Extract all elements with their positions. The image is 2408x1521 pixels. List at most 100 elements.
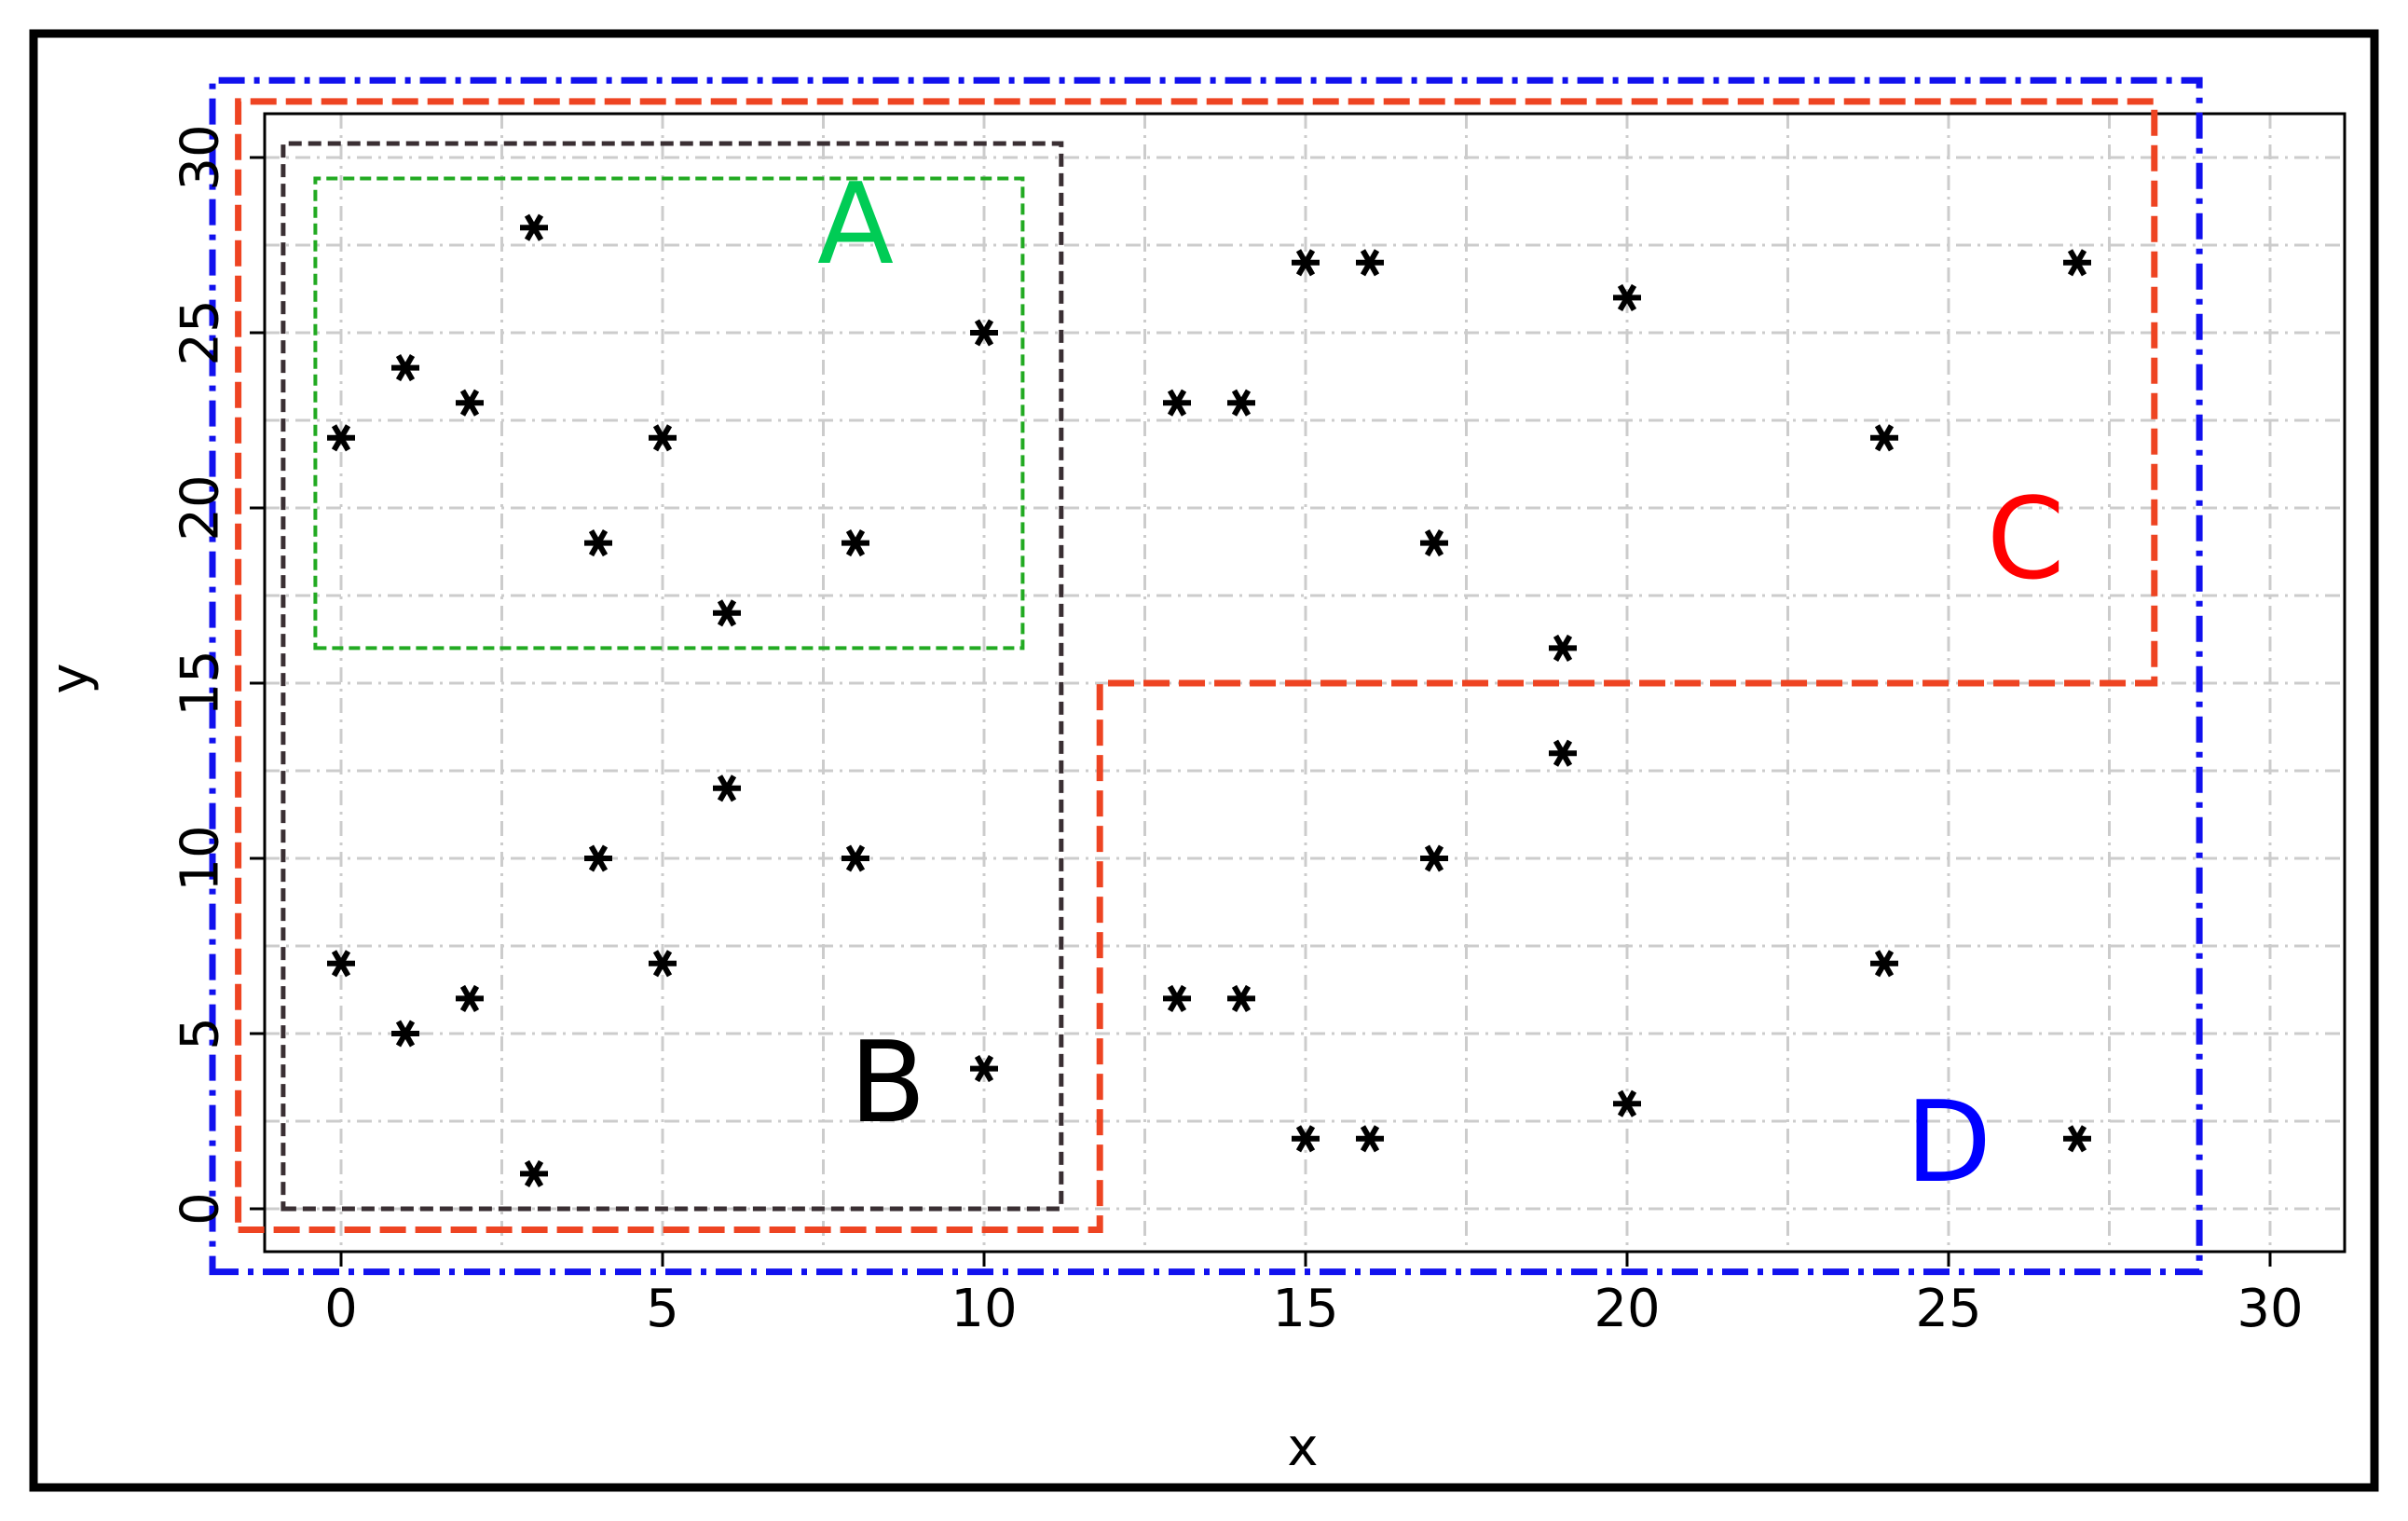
data-point-stroke xyxy=(1553,634,1573,662)
data-point-stroke xyxy=(331,950,351,978)
region-boundaries xyxy=(209,76,2203,1276)
data-point-stroke xyxy=(1424,844,1444,872)
y-tick-label: 5 xyxy=(171,1017,231,1050)
data-point xyxy=(391,354,419,382)
data-point-stroke xyxy=(331,424,351,452)
data-point xyxy=(1227,984,1255,1012)
data-point xyxy=(1549,739,1577,767)
x-tick-label: 10 xyxy=(951,1279,1017,1339)
y-tick-label: 30 xyxy=(171,124,231,190)
region-b-boundary xyxy=(280,141,1064,1212)
region-d-boundary xyxy=(209,76,2203,1276)
data-point xyxy=(327,424,355,452)
data-point-stroke xyxy=(1167,389,1187,417)
data-point-stroke xyxy=(717,599,737,627)
data-point-stroke xyxy=(1617,283,1637,311)
data-point-stroke xyxy=(1360,249,1380,277)
data-point-stroke xyxy=(1231,389,1252,417)
data-point xyxy=(649,424,677,452)
data-point-stroke xyxy=(974,1055,994,1083)
data-point-stroke xyxy=(588,844,609,872)
x-tick-label: 25 xyxy=(1915,1279,1981,1339)
data-point-stroke xyxy=(1167,984,1187,1012)
data-point-stroke xyxy=(1874,424,1895,452)
data-point xyxy=(970,1055,998,1083)
data-point xyxy=(1356,249,1384,277)
data-point-stroke xyxy=(652,424,673,452)
data-point xyxy=(1870,424,1898,452)
data-point xyxy=(1227,389,1255,417)
data-point xyxy=(1292,1125,1320,1153)
y-tick-label: 15 xyxy=(171,650,231,716)
data-point-stroke xyxy=(459,389,480,417)
data-point-stroke xyxy=(2067,1125,2087,1153)
data-point-stroke xyxy=(1617,1089,1637,1117)
data-point-stroke xyxy=(1360,1125,1380,1153)
data-point xyxy=(1356,1125,1384,1153)
data-point xyxy=(456,389,484,417)
data-point-stroke xyxy=(1874,950,1895,978)
y-tick-label: 0 xyxy=(171,1192,231,1226)
data-point xyxy=(1163,984,1191,1012)
data-point-stroke xyxy=(1553,739,1573,767)
region-c-boundary xyxy=(235,98,2158,1234)
data-point xyxy=(1613,283,1641,311)
x-axis-title: x xyxy=(1287,1418,1318,1478)
data-point-stroke xyxy=(1295,249,1316,277)
data-point xyxy=(520,1159,548,1187)
y-tick-label: 25 xyxy=(171,299,231,365)
data-point xyxy=(520,213,548,241)
data-point-stroke xyxy=(395,354,416,382)
data-point xyxy=(713,599,741,627)
x-tick-label: 30 xyxy=(2237,1279,2303,1339)
data-point xyxy=(1420,844,1448,872)
data-point-stroke xyxy=(1424,529,1444,557)
y-tick-label: 20 xyxy=(171,474,231,541)
axis-ticks: 0 5 10 15 20 25 30 0 5 10 15 20 25 30 xyxy=(171,124,2304,1339)
data-point-stroke xyxy=(524,213,544,241)
data-point xyxy=(841,844,869,872)
region-a-label: A xyxy=(817,160,894,290)
data-point-stroke xyxy=(395,1020,416,1048)
data-point xyxy=(713,774,741,802)
data-point xyxy=(1420,529,1448,557)
x-tick-label: 5 xyxy=(646,1279,679,1339)
data-point-stroke xyxy=(717,774,737,802)
data-points xyxy=(327,213,2091,1187)
data-point xyxy=(649,950,677,978)
outer-frame xyxy=(29,29,2379,1492)
x-tick-label: 15 xyxy=(1272,1279,1338,1339)
region-labels: A B C D xyxy=(817,160,2065,1208)
data-point xyxy=(327,950,355,978)
data-point xyxy=(841,529,869,557)
region-b-label: B xyxy=(849,1019,925,1148)
data-point xyxy=(584,844,612,872)
data-point-stroke xyxy=(459,984,480,1012)
data-point-stroke xyxy=(1231,984,1252,1012)
data-point-stroke xyxy=(845,529,866,557)
data-point xyxy=(1549,634,1577,662)
data-point xyxy=(1613,1089,1641,1117)
y-axis-title: y xyxy=(40,663,101,693)
data-point xyxy=(456,984,484,1012)
data-point-stroke xyxy=(588,529,609,557)
region-c-label: C xyxy=(1987,475,2065,605)
data-point xyxy=(584,529,612,557)
data-point-stroke xyxy=(974,319,994,347)
data-point-stroke xyxy=(845,844,866,872)
region-a-boundary xyxy=(313,176,1025,651)
data-point xyxy=(1163,389,1191,417)
data-point-stroke xyxy=(652,950,673,978)
data-point xyxy=(2063,249,2091,277)
data-point xyxy=(1870,950,1898,978)
region-d-label: D xyxy=(1906,1078,1991,1208)
data-point xyxy=(970,319,998,347)
y-tick-label: 10 xyxy=(171,825,231,891)
data-point xyxy=(391,1020,419,1048)
data-point xyxy=(1292,249,1320,277)
data-point-stroke xyxy=(524,1159,544,1187)
x-tick-label: 0 xyxy=(324,1279,358,1339)
x-tick-label: 20 xyxy=(1594,1279,1660,1339)
data-point xyxy=(2063,1125,2091,1153)
